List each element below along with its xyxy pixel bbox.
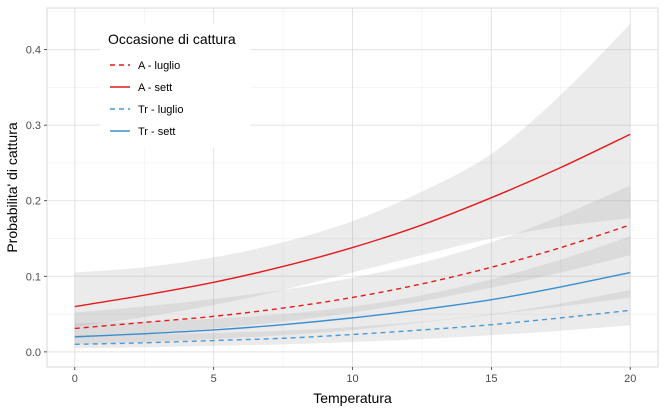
y-axis-title: Probabilita' di cattura (4, 122, 20, 253)
legend-title: Occasione di cattura (108, 31, 236, 47)
legend-label-4: Tr - sett (138, 126, 175, 138)
confidence-band-4 (74, 236, 631, 345)
series-lines (74, 133, 631, 346)
confidence-bands (74, 23, 631, 349)
y-tick-label: 0.2 (26, 196, 41, 208)
series-line-3 (74, 309, 631, 346)
legend-label-3: Tr - luglio (138, 104, 183, 116)
series-line-4 (74, 271, 631, 338)
y-tick-label: 0.1 (26, 271, 41, 283)
x-axis-title: Temperatura (313, 390, 392, 406)
legend-label-2: A - sett (138, 82, 172, 94)
confidence-band-3 (74, 289, 631, 349)
y-tick-label: 0.4 (26, 45, 41, 57)
x-tick-label: 20 (624, 373, 636, 385)
legend: Occasione di cattura A - luglio A - sett T… (100, 24, 250, 148)
series-line-2 (74, 133, 631, 308)
x-tick-label: 0 (72, 373, 78, 385)
series-line-1 (74, 224, 631, 330)
confidence-band-2 (74, 23, 631, 327)
x-tick-label: 15 (485, 373, 497, 385)
x-axis-ticks: 0 5 10 15 20 (72, 367, 636, 385)
y-tick-label: 0.0 (26, 347, 41, 359)
y-tick-label: 0.3 (26, 120, 41, 132)
y-axis-ticks: 0.0 0.1 0.2 0.3 0.4 (26, 45, 47, 359)
confidence-band-1 (74, 185, 631, 339)
legend-label-1: A - luglio (138, 60, 180, 72)
x-tick-label: 10 (346, 373, 358, 385)
legend-background (100, 24, 250, 148)
x-tick-label: 5 (211, 373, 217, 385)
